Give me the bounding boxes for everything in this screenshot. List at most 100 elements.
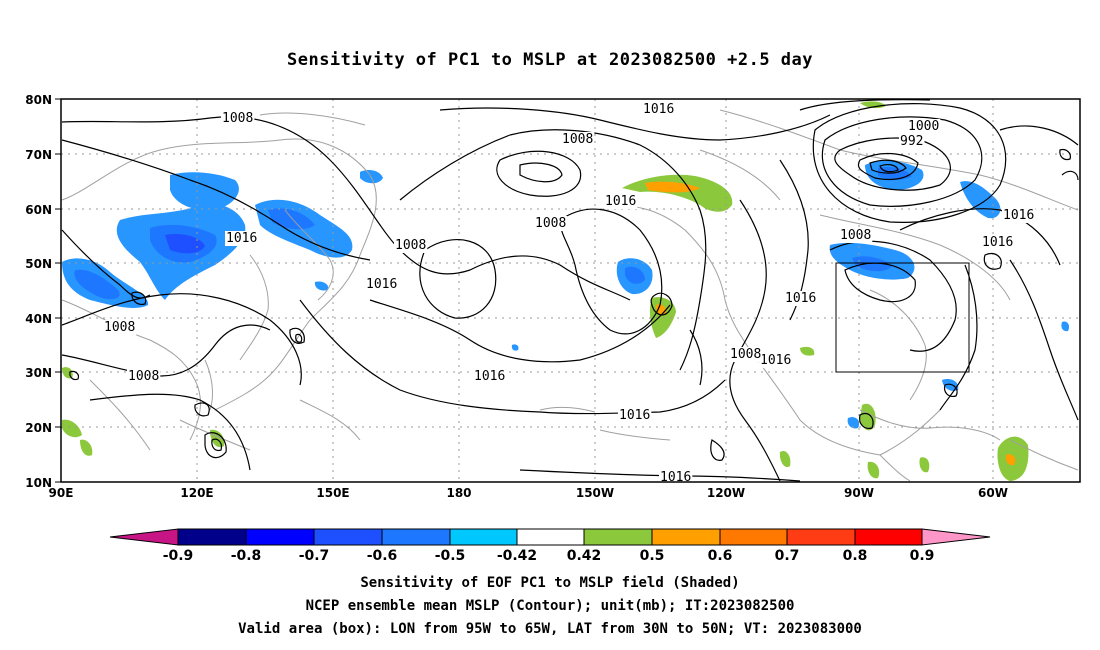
contour-label-bg: [365, 277, 399, 292]
mslp-contours: [61, 99, 1079, 482]
contour-label: 1016: [605, 194, 636, 209]
lat-label: 50N: [25, 257, 52, 271]
contour-label-bg: [899, 134, 925, 149]
contour-label-bg: [394, 238, 428, 253]
contour-label: 1016: [643, 102, 674, 117]
shade-blob: [860, 403, 876, 431]
contour-label: 1016: [785, 291, 816, 306]
contour-labels: 1008 1016 1008 1016 1008 1016 1008 1016 …: [103, 102, 1036, 485]
shade-blob: [867, 461, 880, 479]
caption-shading: Sensitivity of EOF PC1 to MSLP field (Sh…: [360, 575, 740, 591]
contour-label-bg: [225, 231, 259, 246]
contour-label-bg: [604, 194, 638, 209]
contour-label-bg: [759, 353, 793, 368]
contour-label-bg: [221, 111, 255, 126]
shade-blob: [625, 266, 645, 284]
colorbar-label: -0.42: [497, 548, 537, 564]
colorbar-swatch: [719, 528, 788, 546]
caption-valid-area: Valid area (box): LON from 95W to 65W, L…: [238, 621, 862, 637]
contour-label: 1008: [395, 238, 426, 253]
contour-label: 1000: [908, 119, 939, 134]
colorbar-swatch: [516, 528, 585, 546]
colorbar-label: -0.8: [231, 548, 262, 564]
colorbar: -0.9 -0.8 -0.7 -0.6 -0.5 -0.42 0.42 0.5 …: [109, 528, 991, 564]
lon-label: 180: [446, 486, 471, 500]
contour-label: 1016: [1003, 208, 1034, 223]
colorbar-right-triangle: [921, 528, 991, 546]
lat-label: 30N: [25, 366, 52, 380]
contour-label: 1016: [366, 277, 397, 292]
colorbar-label: -0.7: [299, 548, 330, 564]
contour-label-bg: [784, 291, 818, 306]
colorbar-label: -0.9: [163, 548, 194, 564]
colorbar-label: 0.7: [775, 548, 800, 564]
shade-blob: [268, 208, 315, 230]
contour-label: 1008: [128, 369, 159, 384]
contour-label-bg: [907, 119, 941, 134]
shade-blob: [62, 419, 82, 438]
contour-label: 1008: [730, 347, 761, 362]
shade-blob: [1005, 454, 1016, 466]
shade-blob: [511, 344, 519, 351]
contour-label: 992: [900, 134, 923, 149]
contour-label: 1016: [982, 235, 1013, 250]
contour-label-bg: [127, 369, 161, 384]
valid-area-box: [835, 262, 970, 373]
shade-blob: [80, 439, 93, 456]
lon-label: 90E: [49, 486, 74, 500]
shade-blob: [919, 457, 930, 473]
lon-label: 150W: [576, 486, 614, 500]
contour-label-bg: [981, 235, 1015, 250]
lon-label: 60W: [978, 486, 1008, 500]
colorbar-swatch: [381, 528, 451, 546]
shade-blob: [655, 304, 666, 315]
contour-label: 1008: [840, 228, 871, 243]
colorbar-swatch: [854, 528, 923, 546]
contour-label-bg: [839, 228, 873, 243]
contour-label: 1008: [535, 216, 566, 231]
map-background: [61, 99, 1080, 482]
contour-label-bg: [659, 470, 693, 482]
colorbar-swatch: [651, 528, 721, 546]
contour-label-bg: [729, 347, 763, 362]
lat-lon-grid: [61, 99, 1080, 482]
colorbar-swatch: [177, 528, 247, 546]
shade-blob: [852, 256, 892, 272]
colorbar-label: 0.5: [640, 548, 665, 564]
contour-label: 1008: [104, 320, 135, 335]
colorbar-label: 0.6: [708, 548, 733, 564]
colorbar-swatch: [449, 528, 518, 546]
colorbar-label: 0.8: [843, 548, 868, 564]
contour-label-bg: [1002, 208, 1036, 223]
colorbar-label: 0.42: [567, 548, 602, 564]
colorbar-label: 0.9: [910, 548, 935, 564]
lat-label: 70N: [25, 148, 52, 162]
colorbar-left-triangle: [109, 528, 179, 546]
shade-blob: [847, 417, 860, 429]
shade-blob: [74, 269, 120, 300]
colorbar-label: -0.5: [435, 548, 466, 564]
contour-label-bg: [103, 320, 137, 335]
contour-label: 1016: [474, 369, 505, 384]
contour-label-bg: [561, 132, 595, 147]
colorbar-swatch: [786, 528, 856, 546]
figure-title: Sensitivity of PC1 to MSLP at 2023082500…: [286, 50, 813, 70]
contour-label: 1016: [226, 231, 257, 246]
lat-label: 40N: [25, 312, 52, 326]
contour-label: 1016: [660, 470, 691, 485]
contour-label-bg: [618, 408, 652, 423]
lon-axis-labels: 90E 120E 150E 180 150W 120W 90W 60W: [49, 486, 1008, 500]
colorbar-swatch: [245, 528, 315, 546]
lon-label: 90W: [844, 486, 874, 500]
shade-blob: [942, 379, 959, 391]
lat-label: 10N: [25, 476, 52, 490]
axis-ticks: [55, 98, 61, 483]
colorbar-label: -0.6: [367, 548, 398, 564]
map-frame: [60, 98, 1081, 483]
contour-label: 1008: [222, 111, 253, 126]
lon-label: 120W: [707, 486, 745, 500]
shade-blob: [314, 281, 329, 291]
lat-label: 60N: [25, 203, 52, 217]
shade-blob: [779, 450, 791, 468]
contour-label: 1016: [760, 353, 791, 368]
